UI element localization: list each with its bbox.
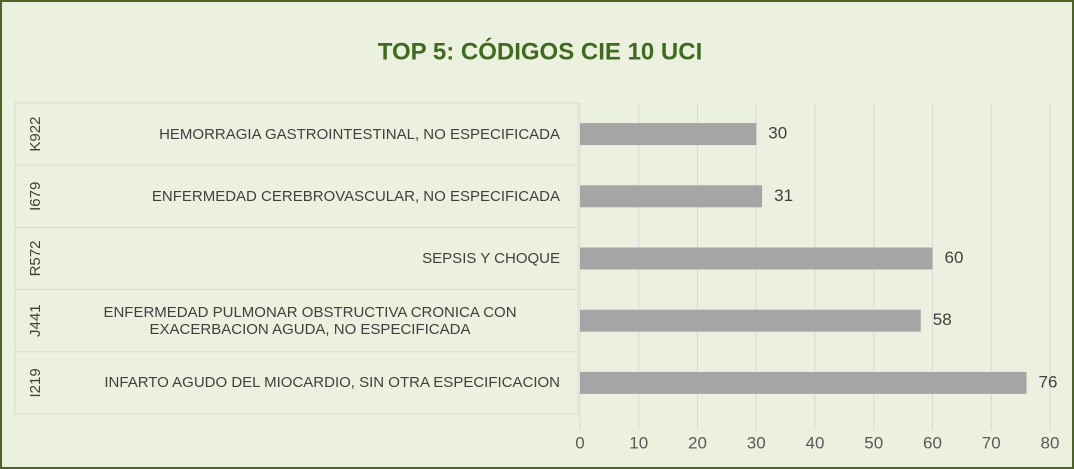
category-code: I219 <box>27 368 44 397</box>
category-code: J441 <box>27 304 44 337</box>
category-label: INFARTO AGUDO DEL MIOCARDIO, SIN OTRA ES… <box>50 352 560 414</box>
x-tick-label: 0 <box>575 433 584 452</box>
value-label: 76 <box>1039 372 1058 391</box>
category-code: I679 <box>27 182 44 211</box>
category-text: INFARTO AGUDO DEL MIOCARDIO, SIN OTRA ES… <box>104 374 560 392</box>
bar <box>580 123 757 146</box>
category-text: SEPSIS Y CHOQUE <box>422 249 560 267</box>
x-tick-label: 80 <box>1041 433 1060 452</box>
value-label: 60 <box>945 248 964 267</box>
value-label: 58 <box>933 310 952 329</box>
bar <box>580 185 763 208</box>
category-code: K922 <box>27 117 44 152</box>
bar <box>580 247 933 270</box>
category-text: HEMORRAGIA GASTROINTESTINAL, NO ESPECIFI… <box>159 125 560 143</box>
category-text: ENFERMEDAD CEREBROVASCULAR, NO ESPECIFIC… <box>151 187 560 205</box>
x-tick-label: 20 <box>688 433 707 452</box>
bar <box>580 309 921 332</box>
category-text: ENFERMEDAD PULMONAR OBSTRUCTIVA CRONICA … <box>103 303 517 338</box>
category-label: HEMORRAGIA GASTROINTESTINAL, NO ESPECIFI… <box>50 103 560 165</box>
value-label: 30 <box>768 124 787 143</box>
x-tick-label: 70 <box>982 433 1001 452</box>
x-tick-label: 40 <box>806 433 825 452</box>
value-label: 31 <box>774 186 793 205</box>
category-label: SEPSIS Y CHOQUE <box>50 227 560 289</box>
category-label: ENFERMEDAD CEREBROVASCULAR, NO ESPECIFIC… <box>50 165 560 227</box>
x-tick-label: 10 <box>629 433 648 452</box>
x-tick-label: 60 <box>923 433 942 452</box>
bar <box>580 371 1027 394</box>
category-code: R572 <box>27 241 44 277</box>
chart-title: TOP 5: CÓDIGOS CIE 10 UCI <box>378 37 703 65</box>
x-tick-label: 50 <box>864 433 883 452</box>
x-tick-label: 30 <box>747 433 766 452</box>
category-label: ENFERMEDAD PULMONAR OBSTRUCTIVA CRONICA … <box>50 290 560 352</box>
